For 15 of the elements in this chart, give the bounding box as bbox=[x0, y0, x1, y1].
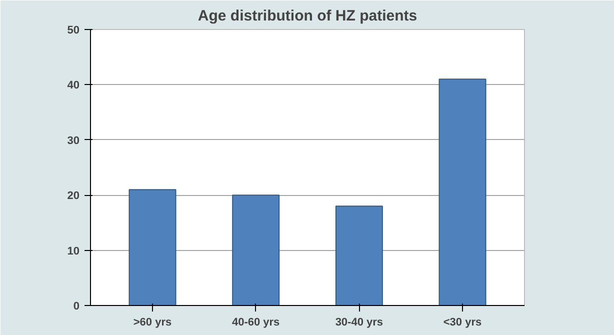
bar bbox=[438, 78, 486, 306]
y-tick-label: 10 bbox=[67, 245, 80, 258]
bar bbox=[335, 206, 383, 306]
y-tick-label: 30 bbox=[67, 134, 80, 147]
x-tick-label: 30-40 yrs bbox=[335, 316, 384, 328]
bar bbox=[232, 194, 280, 306]
y-tick-label: 0 bbox=[73, 300, 80, 312]
bar bbox=[128, 189, 176, 306]
y-tick-label: 20 bbox=[67, 190, 80, 202]
y-tick-label: 40 bbox=[67, 80, 80, 92]
chart-title: Age distribution of HZ patients bbox=[198, 8, 418, 24]
x-tick-label: <30 yrs bbox=[443, 316, 482, 328]
x-tick-label: 40-60 yrs bbox=[232, 316, 280, 328]
x-tick-label: >60 yrs bbox=[133, 316, 172, 328]
y-tick-label: 50 bbox=[67, 24, 80, 36]
